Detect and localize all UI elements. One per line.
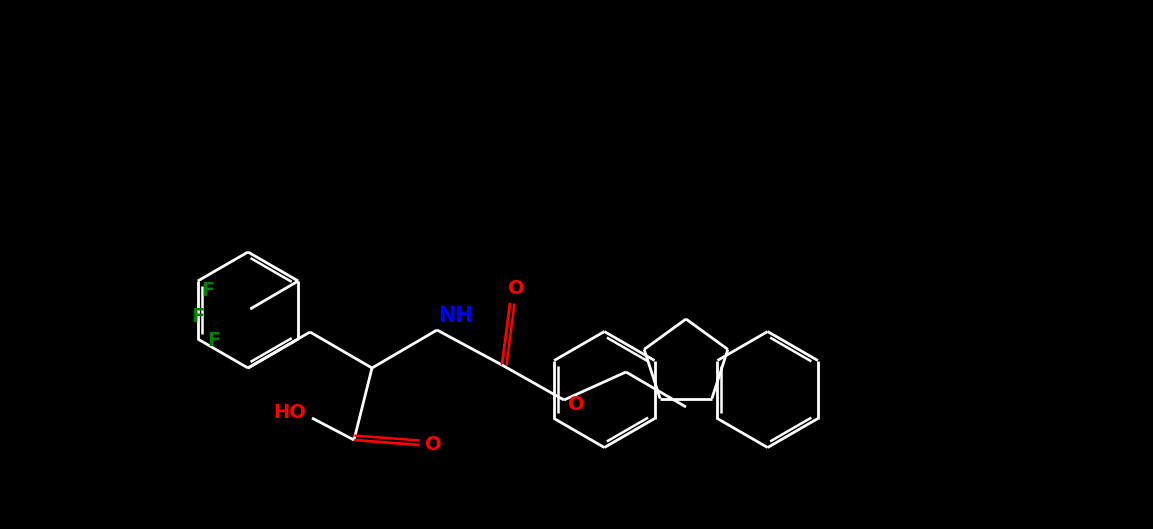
- Text: O: O: [424, 435, 442, 454]
- Text: O: O: [567, 396, 585, 415]
- Text: HO: HO: [273, 403, 307, 422]
- Text: F: F: [208, 332, 221, 351]
- Text: F: F: [191, 307, 205, 326]
- Text: O: O: [507, 279, 525, 298]
- Text: NH: NH: [438, 306, 473, 326]
- Text: F: F: [202, 281, 214, 300]
